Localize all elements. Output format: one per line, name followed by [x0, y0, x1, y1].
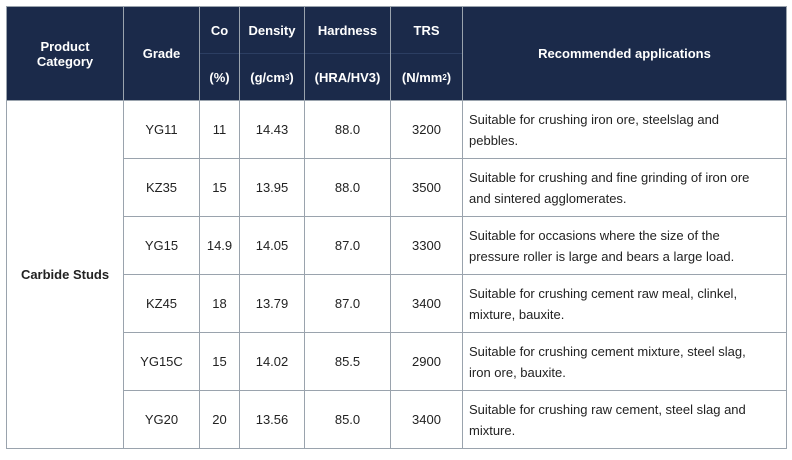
- application-cell: Suitable for crushing cement raw meal, c…: [462, 274, 787, 333]
- co-cell: 14.9: [199, 216, 240, 275]
- trs-cell: 3400: [390, 390, 463, 449]
- co-cell: 20: [199, 390, 240, 449]
- application-cell: Suitable for crushing iron ore, steelsla…: [462, 100, 787, 159]
- application-cell: Suitable for crushing and fine grinding …: [462, 158, 787, 217]
- grade-cell: YG15C: [123, 332, 200, 391]
- header-applications: Recommended applications: [462, 6, 787, 101]
- density-cell: 13.79: [239, 274, 305, 333]
- density-cell: 13.95: [239, 158, 305, 217]
- grade-cell: YG11: [123, 100, 200, 159]
- table-row: YG15C 15 14.02 85.5 2900 Suitable for cr…: [7, 332, 787, 391]
- co-cell: 18: [199, 274, 240, 333]
- trs-cell: 3500: [390, 158, 463, 217]
- header-trs: TRS (N/mm 2): [390, 6, 463, 101]
- header-product-category: Product Category: [6, 6, 124, 101]
- table-row: YG15 14.9 14.05 87.0 3300 Suitable for o…: [7, 216, 787, 275]
- trs-cell: 2900: [390, 332, 463, 391]
- co-cell: 11: [199, 100, 240, 159]
- header-grade: Grade: [123, 6, 200, 101]
- density-cell: 14.02: [239, 332, 305, 391]
- hardness-cell: 85.5: [304, 332, 391, 391]
- product-category-cell: Carbide Studs: [6, 100, 124, 449]
- trs-cell: 3400: [390, 274, 463, 333]
- application-cell: Suitable for crushing cement mixture, st…: [462, 332, 787, 391]
- carbide-spec-table: Product Category Grade Co (%) Density (g…: [6, 6, 787, 449]
- grade-cell: YG15: [123, 216, 200, 275]
- table-row: KZ35 15 13.95 88.0 3500 Suitable for cru…: [7, 158, 787, 217]
- density-cell: 13.56: [239, 390, 305, 449]
- grade-cell: KZ45: [123, 274, 200, 333]
- header-hardness: Hardness (HRA/HV3): [304, 6, 391, 101]
- table-row: Carbide Studs YG11 11 14.43 88.0 3200 Su…: [6, 100, 787, 449]
- hardness-cell: 87.0: [304, 216, 391, 275]
- grade-cell: KZ35: [123, 158, 200, 217]
- header-row: Product Category Grade Co (%) Density (g…: [6, 6, 787, 101]
- application-cell: Suitable for occasions where the size of…: [462, 216, 787, 275]
- application-cell: Suitable for crushing raw cement, steel …: [462, 390, 787, 449]
- density-cell: 14.43: [239, 100, 305, 159]
- trs-cell: 3200: [390, 100, 463, 159]
- grade-cell: YG20: [123, 390, 200, 449]
- trs-cell: 3300: [390, 216, 463, 275]
- hardness-cell: 85.0: [304, 390, 391, 449]
- table-row: YG20 20 13.56 85.0 3400 Suitable for cru…: [7, 390, 787, 449]
- density-cell: 14.05: [239, 216, 305, 275]
- co-cell: 15: [199, 332, 240, 391]
- hardness-cell: 88.0: [304, 100, 391, 159]
- header-density: Density (g/cm 3): [239, 6, 305, 101]
- hardness-cell: 88.0: [304, 158, 391, 217]
- co-cell: 15: [199, 158, 240, 217]
- hardness-cell: 87.0: [304, 274, 391, 333]
- table-row: KZ45 18 13.79 87.0 3400 Suitable for cru…: [7, 274, 787, 333]
- header-co: Co (%): [199, 6, 240, 101]
